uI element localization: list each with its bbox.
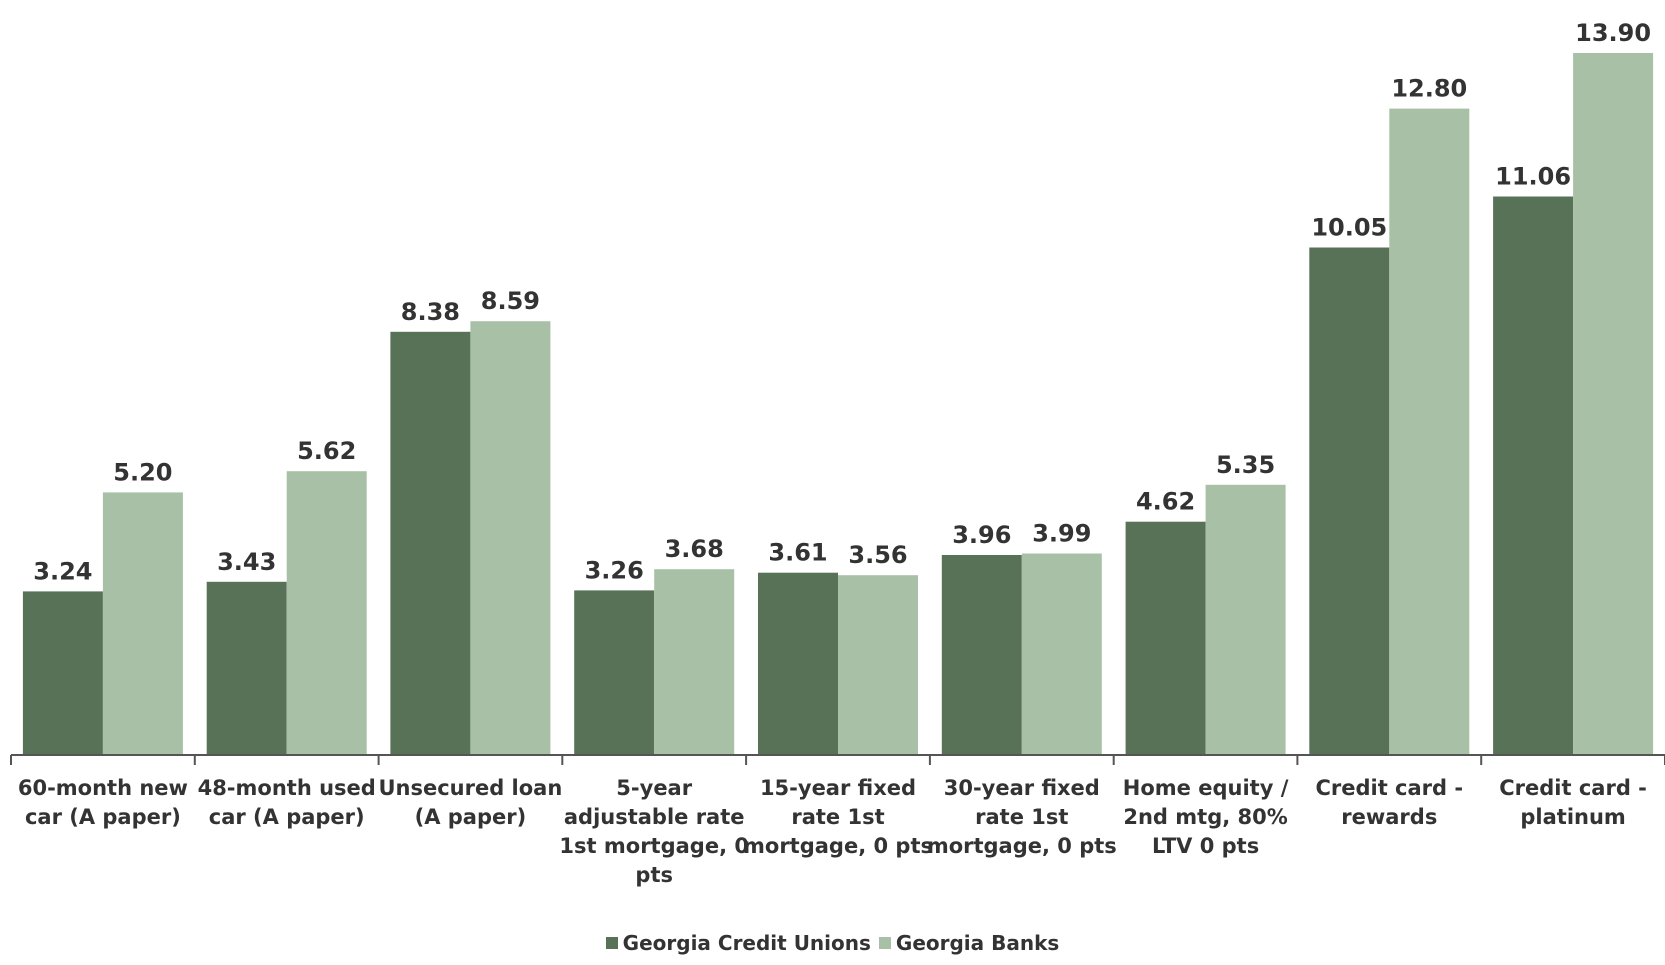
category-label-0-line-1: car (A paper) — [25, 805, 181, 829]
data-label-series0-cat4: 3.61 — [768, 539, 827, 567]
bar-series1-cat4 — [838, 575, 918, 755]
bar-series1-cat2 — [470, 321, 551, 755]
data-label-series0-cat1: 3.43 — [217, 548, 276, 576]
bar-series0-cat0 — [22, 591, 103, 755]
bar-series0-cat5 — [941, 555, 1022, 755]
legend-label-banks: Georgia Banks — [895, 931, 1060, 955]
data-label-series1-cat3: 3.68 — [665, 535, 724, 563]
bar-series0-cat1 — [206, 581, 287, 755]
data-label-series0-cat0: 3.24 — [33, 557, 92, 585]
legend: Georgia Credit Unions Georgia Banks — [0, 931, 1665, 955]
data-label-series0-cat6: 4.62 — [1136, 488, 1195, 516]
category-label-7-line-1: rewards — [1341, 805, 1437, 829]
category-label-1-line-1: car (A paper) — [209, 805, 365, 829]
category-label-3-line-2: 1st mortgage, 0 — [559, 834, 749, 858]
legend-label-credit-unions: Georgia Credit Unions — [622, 931, 871, 955]
category-label-6-line-0: Home equity / — [1123, 776, 1289, 800]
bar-series0-cat3 — [574, 590, 655, 755]
data-label-series0-cat7: 10.05 — [1311, 214, 1387, 242]
category-label-1-line-0: 48-month used — [198, 776, 376, 800]
bar-series0-cat6 — [1125, 521, 1206, 755]
data-label-series0-cat5: 3.96 — [952, 521, 1011, 549]
category-label-0-line-0: 60-month new — [18, 776, 188, 800]
legend-item-credit-unions: Georgia Credit Unions — [605, 931, 871, 955]
bar-series1-cat8 — [1573, 53, 1654, 755]
category-label-4-line-2: mortgage, 0 pts — [743, 834, 933, 858]
category-label-3-line-1: adjustable rate — [564, 805, 745, 829]
bar-series1-cat1 — [286, 471, 367, 755]
bar-series0-cat4 — [758, 572, 838, 755]
category-label-2-line-0: Unsecured loan — [378, 776, 562, 800]
category-label-8-line-0: Credit card - — [1499, 776, 1647, 800]
data-label-series1-cat8: 13.90 — [1575, 19, 1651, 47]
data-label-series0-cat2: 8.38 — [401, 298, 460, 326]
category-labels-group: 60-month new car (A paper) 48-month used ca… — [18, 776, 1647, 887]
bar-series0-cat2 — [390, 331, 471, 755]
data-label-series1-cat7: 12.80 — [1391, 75, 1467, 103]
data-label-series1-cat5: 3.99 — [1032, 520, 1091, 548]
data-label-series1-cat4: 3.56 — [848, 541, 907, 569]
bar-series0-cat8 — [1493, 196, 1574, 755]
data-label-series1-cat1: 5.62 — [297, 437, 356, 465]
bars-group — [22, 53, 1654, 756]
category-label-2-line-1: (A paper) — [415, 805, 527, 829]
data-label-series1-cat2: 8.59 — [481, 287, 540, 315]
bar-series1-cat0 — [102, 492, 183, 755]
category-label-5-line-0: 30-year fixed — [944, 776, 1100, 800]
category-label-8-line-1: platinum — [1520, 805, 1625, 829]
legend-swatch-credit-unions — [605, 937, 618, 949]
category-label-6-line-1: 2nd mtg, 80% — [1123, 805, 1287, 829]
category-label-7-line-0: Credit card - — [1315, 776, 1463, 800]
data-label-series1-cat0: 5.20 — [113, 458, 172, 486]
legend-item-banks: Georgia Banks — [878, 931, 1060, 955]
category-label-6-line-2: LTV 0 pts — [1152, 834, 1259, 858]
bar-series0-cat7 — [1309, 247, 1390, 755]
category-label-5-line-2: mortgage, 0 pts — [927, 834, 1117, 858]
bar-series1-cat6 — [1205, 484, 1286, 755]
value-labels-group: 3.24 5.20 3.43 5.62 8.38 8.59 3.26 3.68 3.61 3.56… — [33, 19, 1651, 585]
x-axis-ticks — [10, 755, 1665, 765]
category-label-3-line-3: pts — [635, 863, 673, 887]
bar-series1-cat7 — [1389, 108, 1470, 756]
bar-series1-cat3 — [654, 569, 735, 755]
category-label-3-line-0: 5-year — [616, 776, 692, 800]
category-label-5-line-1: rate 1st — [975, 805, 1068, 829]
data-label-series0-cat8: 11.06 — [1495, 163, 1571, 191]
legend-swatch-banks — [878, 937, 891, 949]
data-label-series1-cat6: 5.35 — [1216, 451, 1275, 479]
category-label-4-line-1: rate 1st — [791, 805, 884, 829]
category-label-4-line-0: 15-year fixed — [760, 776, 916, 800]
data-label-series0-cat3: 3.26 — [585, 556, 644, 584]
bar-series1-cat5 — [1021, 553, 1102, 755]
